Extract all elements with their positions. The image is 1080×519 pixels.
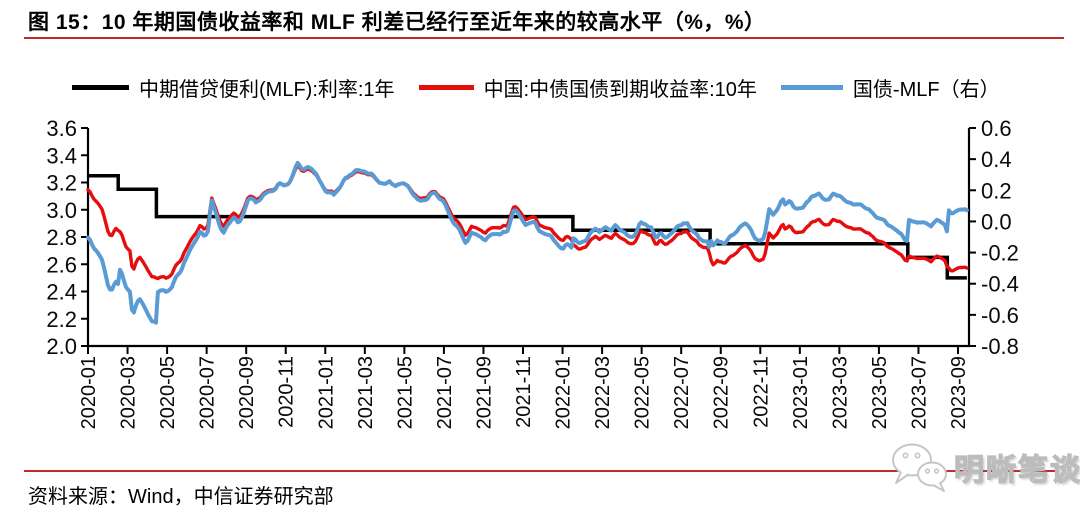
- x-axis-tick-label: 2022-11: [750, 356, 772, 428]
- spread-line-swatch-icon: [780, 85, 843, 90]
- right-axis-tick-label: 0.0: [981, 209, 1012, 234]
- x-axis-tick-label: 2023-01: [790, 356, 812, 429]
- legend-label-yield: 中国:中债国债到期收益率:10年: [483, 79, 757, 101]
- legend-label-spread: 国债-MLF（右）: [852, 79, 1000, 101]
- left-axis-tick-label: 3.2: [46, 171, 77, 196]
- right-axis-tick-label: 0.4: [981, 147, 1012, 172]
- left-axis-tick-label: 3.4: [46, 143, 77, 168]
- x-axis-tick-label: 2022-01: [553, 356, 575, 429]
- mlf-line-swatch-icon: [72, 85, 129, 90]
- x-axis-tick-label: 2023-03: [829, 356, 851, 429]
- legend-item-yield: 中国:中债国债到期收益率:10年: [418, 73, 757, 102]
- x-axis-tick-label: 2023-07: [908, 356, 930, 429]
- x-axis-tick-label: 2021-09: [473, 356, 495, 429]
- x-axis-tick-label: 2023-05: [869, 356, 891, 429]
- x-axis-tick-label: 2022-05: [632, 356, 654, 429]
- left-axis-tick-label: 2.4: [46, 280, 77, 305]
- x-axis-tick-label: 2020-01: [78, 356, 100, 429]
- legend-item-mlf: 中期借贷便利(MLF):利率:1年: [72, 73, 395, 102]
- source-divider: [24, 470, 1056, 472]
- cgb-10y-yield-line: [86, 163, 969, 281]
- left-axis-tick-label: 2.2: [46, 307, 77, 332]
- x-axis-tick-label: 2021-01: [315, 356, 337, 429]
- left-axis-tick-label: 2.0: [46, 334, 77, 359]
- source-note: 资料来源：Wind，中信证券研究部: [28, 486, 334, 508]
- watermark: 明晰笔谈: [888, 440, 1080, 494]
- right-axis-tick-label: -0.4: [981, 272, 1019, 297]
- x-axis-tick-label: 2022-07: [671, 356, 693, 429]
- x-axis-tick-label: 2021-07: [434, 356, 456, 429]
- right-axis-tick-label: -0.2: [981, 241, 1019, 266]
- axis-frame: [86, 128, 971, 348]
- x-axis-tick-label: 2020-05: [157, 356, 179, 429]
- left-axis-tick-label: 3.6: [46, 116, 77, 141]
- x-axis-tick-label: 2020-07: [197, 356, 219, 429]
- x-axis-tick-label: 2020-11: [276, 356, 298, 428]
- chart-legend: 中期借贷便利(MLF):利率:1年 中国:中债国债到期收益率:10年 国债-ML…: [72, 73, 1052, 102]
- x-axis-tick-label: 2020-03: [118, 356, 140, 429]
- watermark-text: 明晰笔谈: [953, 453, 1080, 487]
- wechat-icon: [892, 443, 947, 492]
- yield-mlf-spread-line: [86, 160, 969, 325]
- left-axis-tick-label: 3.0: [46, 198, 77, 223]
- right-axis-tick-label: -0.6: [981, 303, 1019, 328]
- left-axis-tick-label: 2.8: [46, 225, 77, 250]
- title-underline: [24, 37, 1064, 39]
- left-axis-tick-label: 2.6: [46, 252, 77, 277]
- x-axis-tick-label: 2023-09: [948, 356, 970, 429]
- yield-line-swatch-icon: [418, 85, 474, 90]
- x-axis-tick-label: 2021-11: [513, 356, 535, 428]
- right-axis-tick-label: 0.2: [981, 178, 1012, 203]
- figure-title: 图 15：10 年期国债收益率和 MLF 利差已经行至近年来的较高水平（%，%）: [28, 11, 766, 34]
- x-axis-tick-label: 2022-03: [592, 356, 614, 429]
- right-axis-tick-label: 0.6: [981, 116, 1012, 141]
- legend-label-mlf: 中期借贷便利(MLF):利率:1年: [139, 79, 395, 101]
- x-axis-tick-label: 2020-09: [236, 356, 258, 429]
- x-axis-tick-label: 2021-05: [394, 356, 416, 429]
- x-axis-tick-label: 2021-03: [355, 356, 377, 429]
- x-axis-tick-label: 2022-09: [711, 356, 733, 429]
- right-axis-tick-label: -0.8: [981, 334, 1019, 359]
- legend-item-spread: 国债-MLF（右）: [780, 73, 1000, 102]
